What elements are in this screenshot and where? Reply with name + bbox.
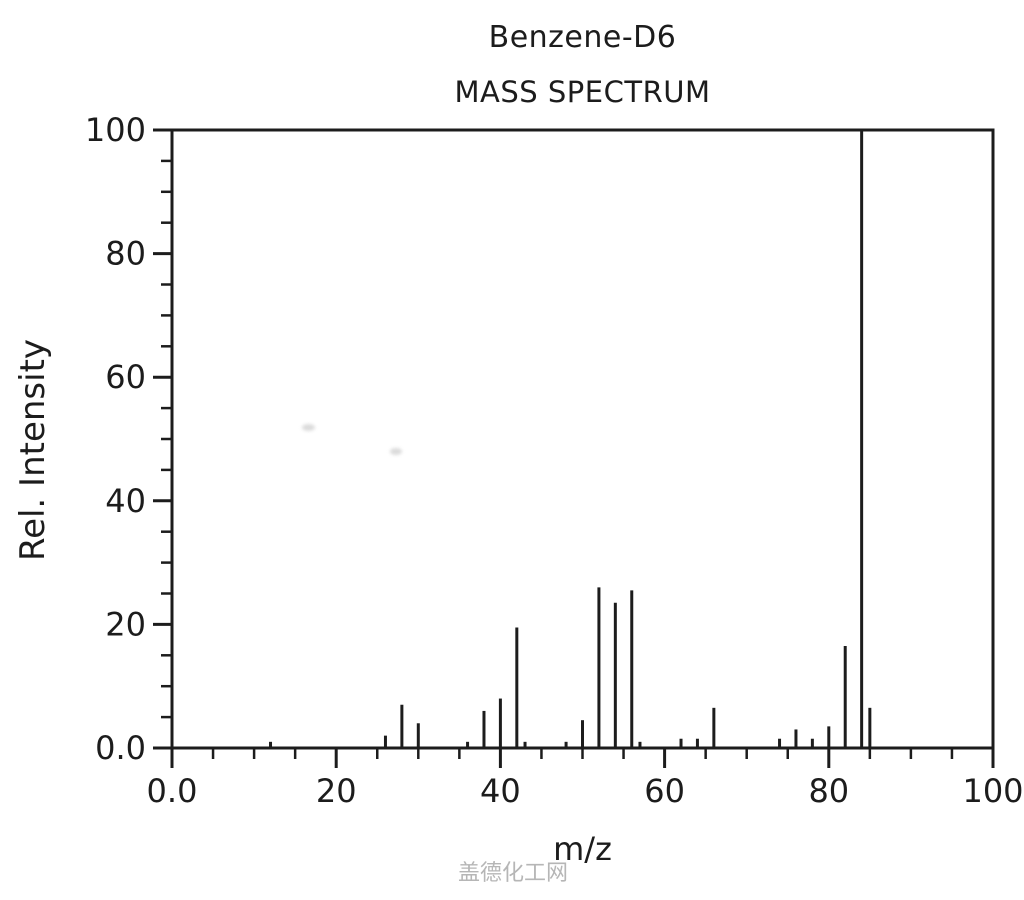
- x-tick-label: 100: [962, 772, 1023, 810]
- chart-title: Benzene-D6: [488, 20, 677, 55]
- y-tick-label: 40: [105, 482, 146, 520]
- plot-frame: [170, 128, 995, 750]
- scan-artifact-smudge: [302, 424, 315, 431]
- y-tick-label: 60: [105, 358, 146, 396]
- y-tick-label: 80: [105, 235, 146, 273]
- x-tick-label: 60: [644, 772, 685, 810]
- y-tick-label: 0.0: [95, 729, 146, 767]
- chart-subtitle: MASS SPECTRUM: [454, 75, 711, 109]
- x-tick-label: 0.0: [147, 772, 198, 810]
- x-tick-label: 80: [808, 772, 849, 810]
- x-tick-label: 40: [480, 772, 521, 810]
- watermark-text: 盖德化工网: [458, 860, 569, 885]
- y-tick-label: 20: [105, 605, 146, 643]
- x-axis-label: m/z: [553, 830, 612, 868]
- y-tick-label: 100: [85, 111, 146, 149]
- scan-artifact-smudge: [390, 448, 402, 455]
- x-tick-label: 20: [316, 772, 357, 810]
